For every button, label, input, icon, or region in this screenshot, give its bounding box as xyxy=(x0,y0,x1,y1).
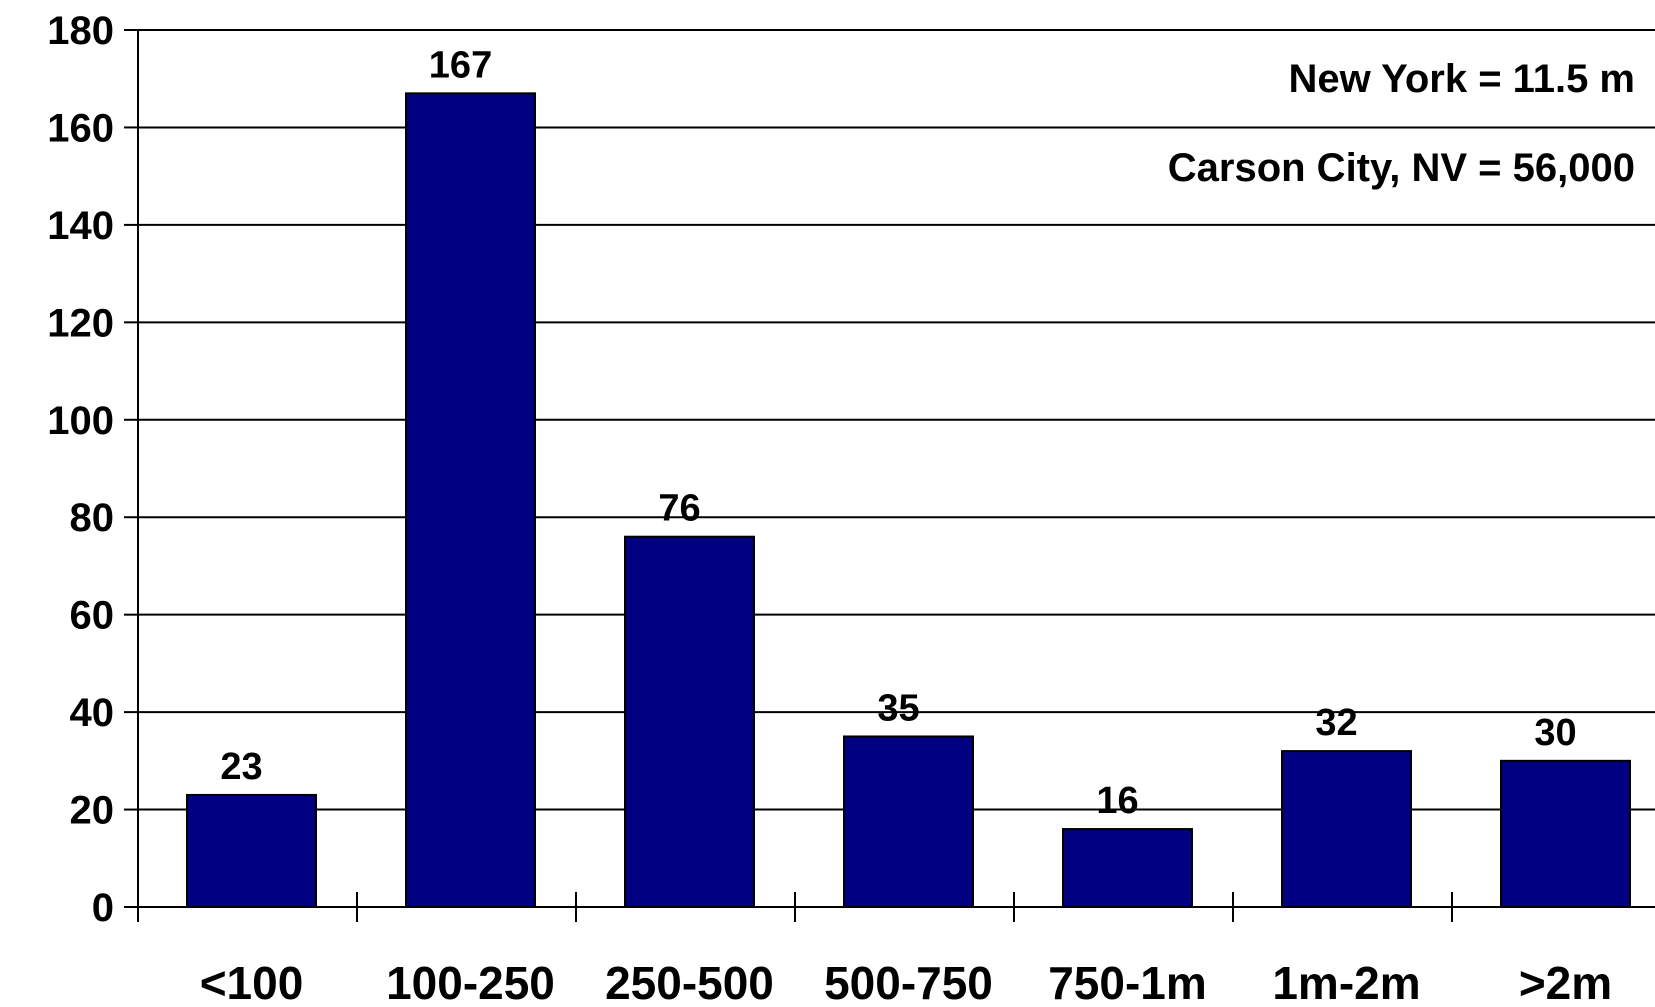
bar xyxy=(1281,750,1412,908)
x-category-label: 100-250 xyxy=(386,957,555,1007)
x-category-label: 750-1m xyxy=(1048,957,1207,1007)
y-tick-label: 180 xyxy=(47,9,114,53)
bar xyxy=(843,735,974,908)
axes xyxy=(137,30,1655,922)
data-label: 32 xyxy=(1315,702,1357,744)
bar xyxy=(1062,828,1193,908)
annotation-carson-city: Carson City, NV = 56,000 xyxy=(1168,146,1635,190)
data-labels: 23 167 76 35 16 32 30 xyxy=(220,44,1576,822)
x-category-label: >2m xyxy=(1519,957,1612,1007)
data-label: 16 xyxy=(1096,780,1138,822)
x-category-label: <100 xyxy=(200,957,304,1007)
data-label: 76 xyxy=(658,488,700,530)
y-tick-label: 120 xyxy=(47,301,114,345)
y-tick-label: 40 xyxy=(70,691,115,735)
y-tick-label: 0 xyxy=(92,886,114,930)
x-category-label: 1m-2m xyxy=(1272,957,1420,1007)
gridlines xyxy=(124,29,1655,908)
data-label: 23 xyxy=(220,746,262,788)
x-category-label: 500-750 xyxy=(824,957,993,1007)
data-label: 167 xyxy=(429,44,492,86)
x-category-label: 250-500 xyxy=(605,957,774,1007)
y-tick-label: 160 xyxy=(47,106,114,150)
annotation-new-york: New York = 11.5 m xyxy=(1288,57,1635,101)
y-tick-label: 80 xyxy=(70,496,115,540)
annotations: New York = 11.5 m Carson City, NV = 56,0… xyxy=(1168,57,1635,190)
bar xyxy=(1500,759,1631,908)
bars xyxy=(186,92,1631,909)
bar xyxy=(624,535,755,908)
y-tick-label: 140 xyxy=(47,204,114,248)
y-tick-labels: 0 20 40 60 80 100 120 140 160 180 xyxy=(47,9,114,930)
y-tick-label: 100 xyxy=(47,399,114,443)
bar xyxy=(186,793,317,909)
y-tick-label: 60 xyxy=(70,594,115,638)
bar xyxy=(405,92,536,909)
x-category-labels: <100 100-250 250-500 500-750 750-1m 1m-2m >2m xyxy=(200,957,1612,1007)
y-tick-label: 20 xyxy=(70,789,115,833)
data-label: 35 xyxy=(877,687,919,729)
data-label: 30 xyxy=(1534,712,1576,754)
